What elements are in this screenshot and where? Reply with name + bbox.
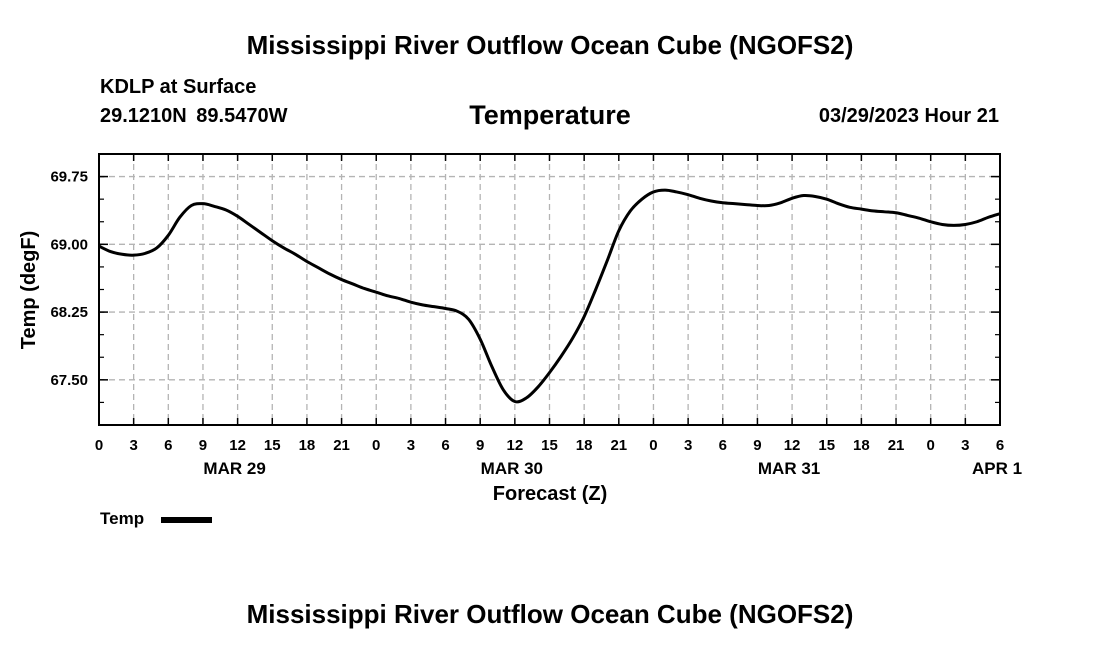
x-tick-label: 18 [576,437,593,454]
x-tick-label: 12 [229,437,246,454]
x-axis-label: Forecast (Z) [493,483,607,505]
x-tick-label: 3 [407,437,415,454]
x-tick-label: 0 [372,437,380,454]
x-tick-label: 21 [333,437,350,454]
x-date-label: APR 1 [972,459,1022,478]
forecast-datetime: 03/29/2023 Hour 21 [818,105,999,127]
x-tick-label: 18 [853,437,870,454]
x-tick-label: 9 [753,437,761,454]
x-tick-label: 6 [441,437,449,454]
x-tick-label: 15 [541,437,558,454]
x-tick-label: 6 [164,437,172,454]
x-tick-label: 21 [610,437,627,454]
plot-frame [98,153,1001,426]
tick-labels-layer: 0 3 6 9 12 15 18 21 0 3 6 9 12 15 18 21 0 3 6 9 12 15 18 21 0 3 6 6… [50,169,1022,478]
x-date-label: MAR 29 [203,459,265,478]
x-tick-label: 3 [129,437,137,454]
x-tick-label: 3 [684,437,692,454]
y-tick-label: 69.75 [50,169,88,186]
station-coordinates: 29.1210N 89.5470W [100,105,288,127]
x-tick-label: 0 [927,437,935,454]
y-tick-label: 69.00 [50,236,88,253]
series-layer [98,188,1001,404]
legend-line-swatch [161,517,212,523]
x-tick-label: 12 [784,437,801,454]
x-tick-label: 6 [719,437,727,454]
y-tick-label: 67.50 [50,372,88,389]
x-tick-label: 12 [507,437,524,454]
y-tick-label: 68.25 [50,304,88,321]
grid-layer [99,154,1000,425]
x-tick-label: 3 [961,437,969,454]
x-tick-label: 0 [95,437,103,454]
x-tick-label: 15 [264,437,281,454]
x-tick-label: 9 [199,437,207,454]
x-tick-label: 6 [996,437,1004,454]
x-tick-label: 21 [888,437,905,454]
x-tick-label: 9 [476,437,484,454]
legend-label: Temp [100,509,145,528]
x-tick-label: 18 [299,437,316,454]
chart-title-top: Mississippi River Outflow Ocean Cube (NG… [246,30,854,60]
y-axis-label: Temp (degF) [18,231,40,350]
x-date-label: MAR 30 [481,459,543,478]
x-date-label: MAR 31 [758,459,820,478]
temp-series-line [98,188,1001,404]
chart-title-bottom: Mississippi River Outflow Ocean Cube (NG… [246,599,854,629]
x-tick-label: 15 [818,437,835,454]
station-label: KDLP at Surface [100,76,257,98]
parameter-title: Temperature [469,100,631,130]
x-tick-label: 0 [649,437,657,454]
